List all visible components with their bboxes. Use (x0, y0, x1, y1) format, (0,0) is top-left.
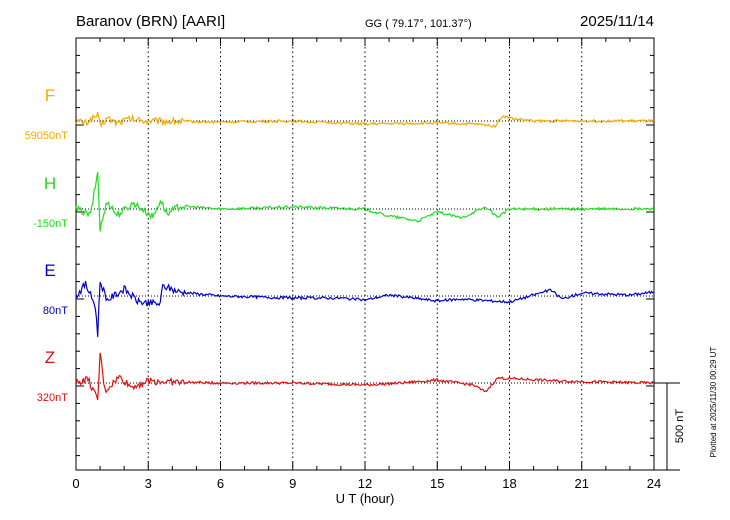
trace-z (75, 352, 655, 400)
trace-h (75, 171, 655, 232)
x-tick-label: 0 (72, 476, 79, 491)
trace-labels: F 59050nT H -150nT E 80nT Z 320nT (25, 86, 69, 404)
vertical-gridlines (147, 38, 583, 470)
x-tick-label: 21 (575, 476, 589, 491)
x-tick-label: 9 (289, 476, 296, 491)
x-tick-label: 18 (502, 476, 516, 491)
trace-name-z: Z (45, 348, 55, 367)
date-label: 2025/11/14 (580, 13, 654, 30)
x-tick-label: 6 (217, 476, 224, 491)
trace-e (75, 280, 655, 337)
scale-bar: 500 nT (654, 382, 686, 471)
x-tick-label: 15 (430, 476, 444, 491)
x-tick-labels: 0 3 6 9 12 15 18 21 24 (72, 476, 661, 491)
coordinates-label: GG ( 79.17°, 101.37°) (365, 18, 472, 30)
trace-name-e: E (44, 261, 55, 280)
x-axis-title: U T (hour) (336, 491, 395, 506)
trace-baseline-h: -150nT (33, 218, 68, 230)
trace-name-f: F (45, 86, 55, 105)
x-tick-label: 12 (358, 476, 372, 491)
trace-f (75, 111, 655, 129)
x-tick-label: 3 (145, 476, 152, 491)
trace-baseline-z: 320nT (37, 392, 68, 404)
station-title: Baranov (BRN) [AARI] (76, 13, 225, 30)
trace-baseline-f: 59050nT (25, 130, 69, 142)
trace-lines (75, 111, 655, 400)
x-tick-label: 24 (647, 476, 661, 491)
plotted-at-note: Plotted at 2025/11/30 00:29 UT (709, 347, 718, 458)
trace-baseline-e: 80nT (43, 305, 68, 317)
axis-ticks (75, 37, 655, 470)
trace-name-h: H (44, 174, 56, 193)
scale-bar-label: 500 nT (674, 409, 686, 444)
